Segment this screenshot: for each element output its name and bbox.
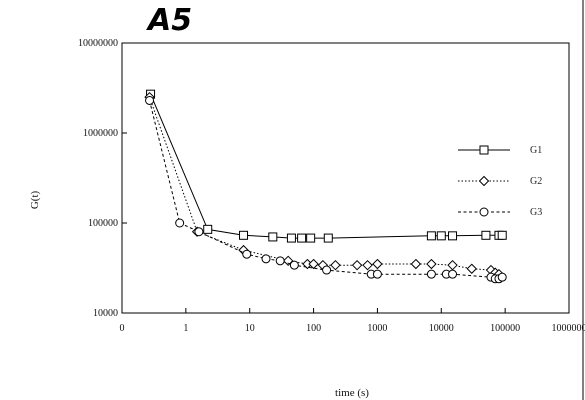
data-point-circle [261, 254, 271, 264]
data-point-square [436, 231, 446, 241]
data-point-circle [275, 256, 285, 266]
x-axis-label: time (s) [335, 387, 369, 399]
data-point-diamond [478, 175, 490, 187]
y-tick-label: 10000000 [78, 38, 118, 49]
data-point-circle [145, 95, 155, 105]
data-point-square [203, 224, 213, 234]
data-point-square [479, 145, 489, 155]
data-point-diamond [351, 259, 363, 271]
series-group [144, 89, 507, 284]
data-point-circle [322, 265, 332, 275]
x-tick-label: 100000 [490, 323, 520, 334]
y-axis-label: G(t) [29, 191, 41, 210]
data-point-circle [426, 269, 436, 279]
y-tick-label: 10000 [93, 308, 118, 319]
legend-label: G2 [530, 176, 542, 187]
x-tick-label: 1000000 [552, 323, 585, 334]
data-point-square [297, 233, 307, 243]
x-tick-label: 1000 [367, 323, 387, 334]
data-point-circle [242, 249, 252, 259]
data-point-square [448, 231, 458, 241]
legend-label: G1 [530, 145, 542, 156]
data-point-diamond [426, 258, 437, 270]
plot-frame [121, 42, 570, 314]
data-point-circle [448, 269, 458, 279]
series-g3 [145, 95, 507, 284]
legend-label: G3 [530, 207, 542, 218]
data-point-square [306, 233, 316, 243]
data-point-diamond [308, 258, 319, 270]
series-line [149, 100, 503, 280]
legend-entry-g2: G2 [458, 175, 542, 187]
legend-entry-g1: G1 [458, 145, 542, 156]
handwritten-annotation: A5 [146, 3, 192, 38]
data-point-square [239, 230, 249, 240]
y-tick-label: 1000000 [83, 128, 118, 139]
y-tick-label: 100000 [88, 218, 118, 229]
data-point-square [426, 231, 436, 241]
data-point-diamond [362, 259, 373, 271]
data-point-square [286, 233, 296, 243]
legend-entry-g3: G3 [458, 207, 542, 218]
data-point-diamond [447, 259, 458, 271]
x-tick-label: 10 [245, 323, 255, 334]
data-point-square [323, 233, 333, 243]
data-point-circle [175, 218, 185, 228]
x-tick-label: 0 [120, 323, 125, 334]
x-tick-label: 1 [183, 323, 188, 334]
series-g2 [144, 91, 505, 280]
data-point-diamond [372, 258, 383, 270]
data-point-square [497, 230, 507, 240]
x-tick-label: 10000 [429, 323, 454, 334]
data-point-circle [497, 272, 507, 282]
data-point-diamond [410, 258, 422, 270]
data-point-square [481, 230, 491, 240]
data-point-diamond [330, 259, 341, 271]
series-line [150, 94, 503, 239]
y-axis: 10000 100000 1000000 10000000 [78, 38, 127, 319]
data-point-circle [479, 207, 489, 217]
series-g1 [146, 89, 507, 243]
legend: G1 G2 G3 [458, 145, 542, 218]
data-point-diamond [466, 263, 477, 274]
data-point-circle [372, 269, 382, 279]
x-axis: 0 1 10 100 1000 10000 100000 1000000 [120, 308, 585, 334]
data-point-circle [194, 227, 204, 237]
data-point-square [268, 232, 278, 242]
x-tick-label: 100 [306, 323, 321, 334]
data-point-circle [289, 260, 299, 270]
series-line [149, 97, 500, 275]
